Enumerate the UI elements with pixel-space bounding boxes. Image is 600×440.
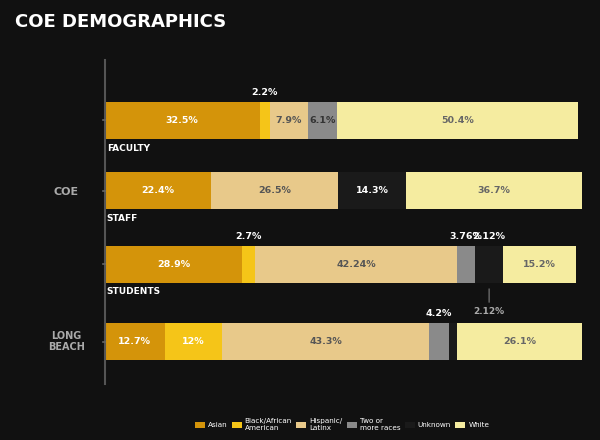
Bar [211,172,338,209]
Bar [260,102,270,139]
Bar [449,323,457,360]
Text: 28.9%: 28.9% [157,260,190,269]
Text: 12.7%: 12.7% [118,337,151,346]
Text: LONG
BEACH: LONG BEACH [48,331,85,352]
Text: 4.2%: 4.2% [426,309,452,319]
Bar [242,246,256,282]
Bar [270,102,308,139]
Bar [503,246,576,282]
Bar [337,102,578,139]
Text: STUDENTS: STUDENTS [107,287,161,297]
Text: 2.12%: 2.12% [473,307,505,316]
Bar [256,246,457,282]
Text: 26.5%: 26.5% [258,186,291,195]
Bar [457,323,582,360]
Bar [475,246,503,282]
Text: 2.7%: 2.7% [236,232,262,241]
Text: COE DEMOGRAPHICS: COE DEMOGRAPHICS [15,13,226,31]
Bar [308,102,337,139]
Bar [338,172,406,209]
Text: 36.7%: 36.7% [478,186,511,195]
Text: 22.4%: 22.4% [142,186,175,195]
Bar [104,246,242,282]
Bar [223,323,429,360]
Text: 32.5%: 32.5% [166,116,199,125]
Bar [429,323,449,360]
Text: 12%: 12% [182,337,205,346]
Text: 15.2%: 15.2% [523,260,556,269]
Text: FACULTY: FACULTY [107,143,150,153]
Text: 7.9%: 7.9% [276,116,302,125]
Text: 2.2%: 2.2% [251,88,278,97]
Text: 2.12%: 2.12% [473,232,506,241]
Text: 6.1%: 6.1% [309,116,335,125]
Text: STAFF: STAFF [107,214,138,223]
Text: 3.76%: 3.76% [449,232,482,241]
Bar [406,172,581,209]
Text: 42.24%: 42.24% [337,260,376,269]
Text: 14.3%: 14.3% [356,186,389,195]
Bar [165,323,223,360]
Text: 26.1%: 26.1% [503,337,536,346]
Text: 43.3%: 43.3% [310,337,342,346]
Bar [104,323,165,360]
Text: 50.4%: 50.4% [441,116,474,125]
Bar [104,102,260,139]
Legend: Asian, Black/African
American, Hispanic/
Latinx, Two or
more races, Unknown, Whi: Asian, Black/African American, Hispanic/… [192,415,492,434]
Bar [104,172,211,209]
Bar [457,246,475,282]
Text: COE: COE [53,187,79,198]
